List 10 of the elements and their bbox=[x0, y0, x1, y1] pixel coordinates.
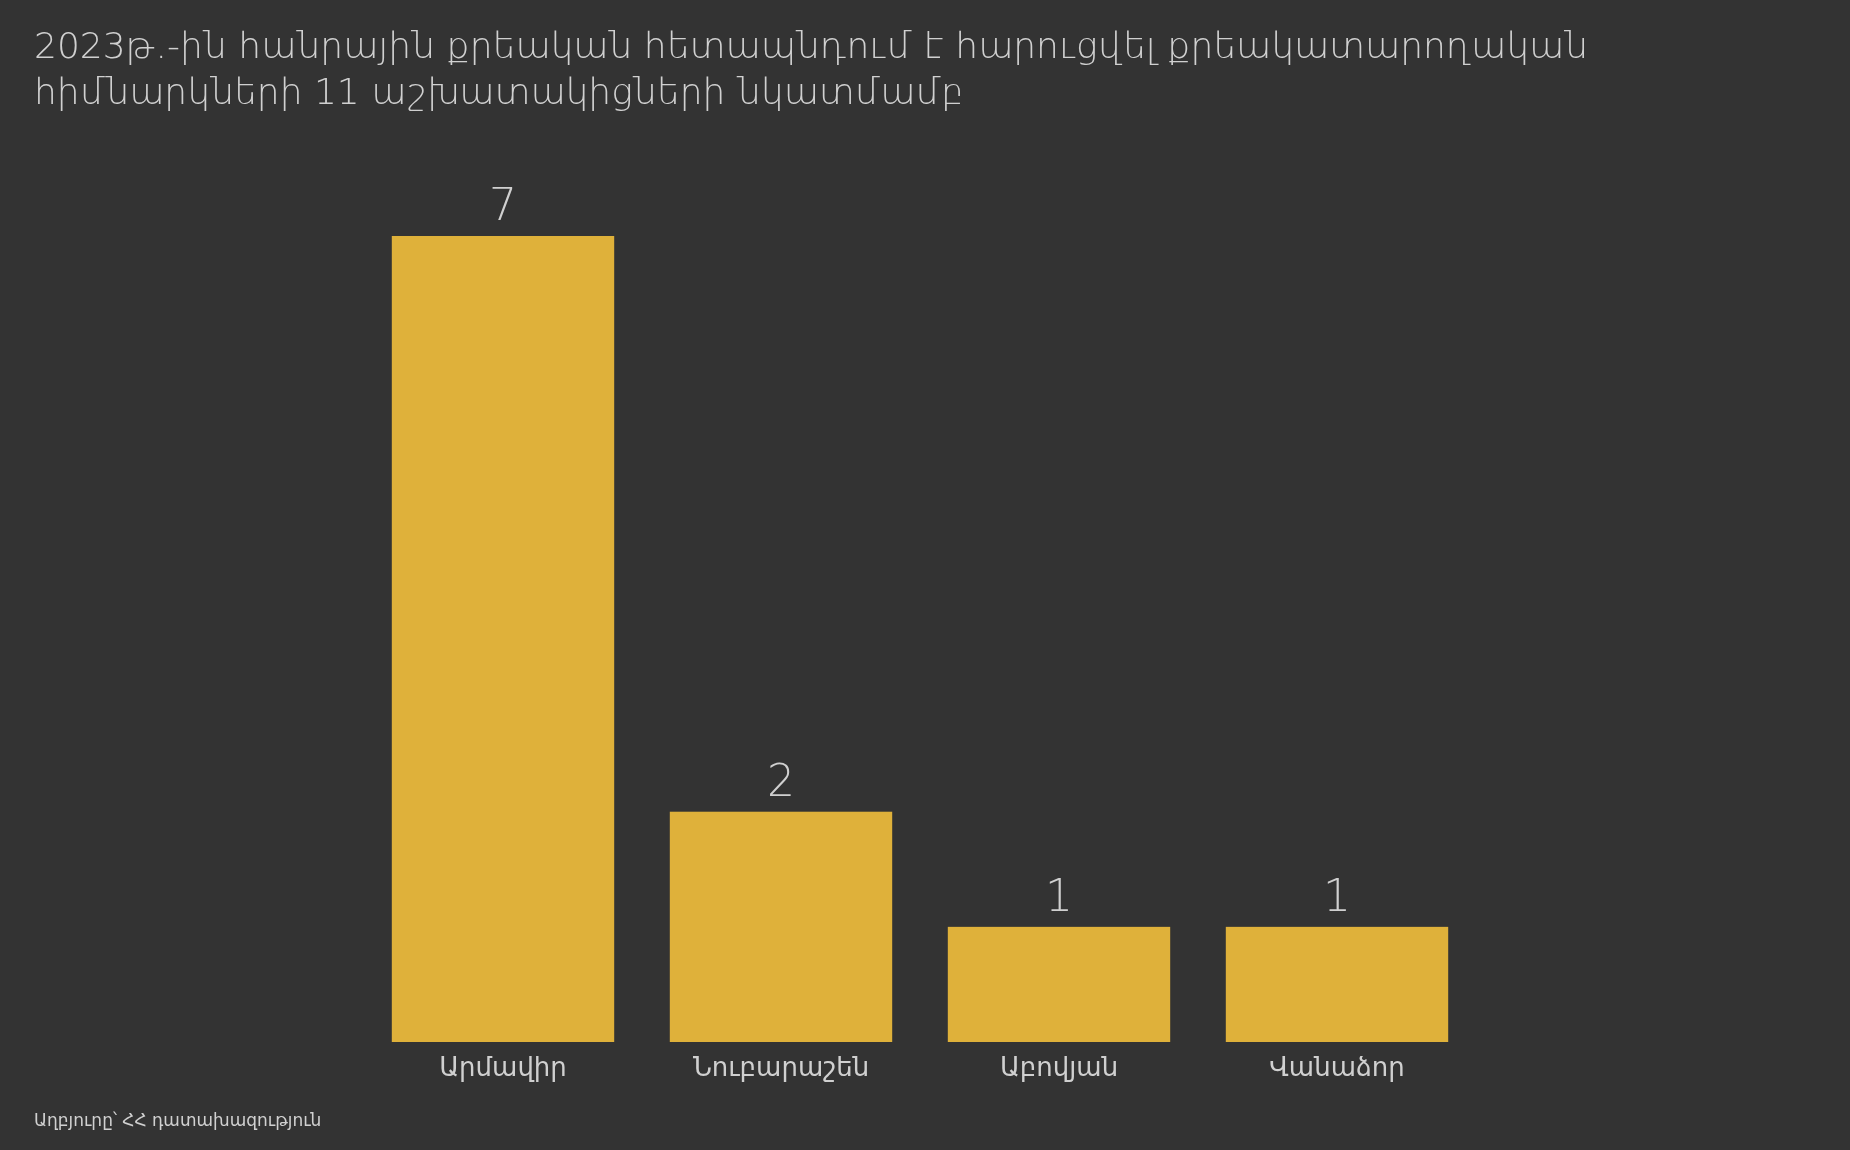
data-label: 7 bbox=[489, 179, 517, 230]
chart-title: 2023թ.-ին հանրային քրեական հետապնդում է հարուցվել քրեակատարողական հիմնարկների 11 աշխատակիցների նկատմամբ bbox=[34, 25, 1589, 112]
text: Աղբյուրը՝ ՀՀ դատախազություն bbox=[34, 1110, 322, 1130]
x-tick-label: Վանաձոր bbox=[1269, 1052, 1405, 1083]
data-label: 2 bbox=[767, 754, 795, 806]
x-tick-label: Արմավիր bbox=[439, 1052, 567, 1083]
x-tick-label: Նուբարաշեն bbox=[692, 1052, 870, 1083]
data-label: 1 bbox=[1323, 869, 1351, 921]
x-tick-label: Աբովյան bbox=[999, 1052, 1119, 1083]
data-label: 1 bbox=[1045, 869, 1073, 921]
